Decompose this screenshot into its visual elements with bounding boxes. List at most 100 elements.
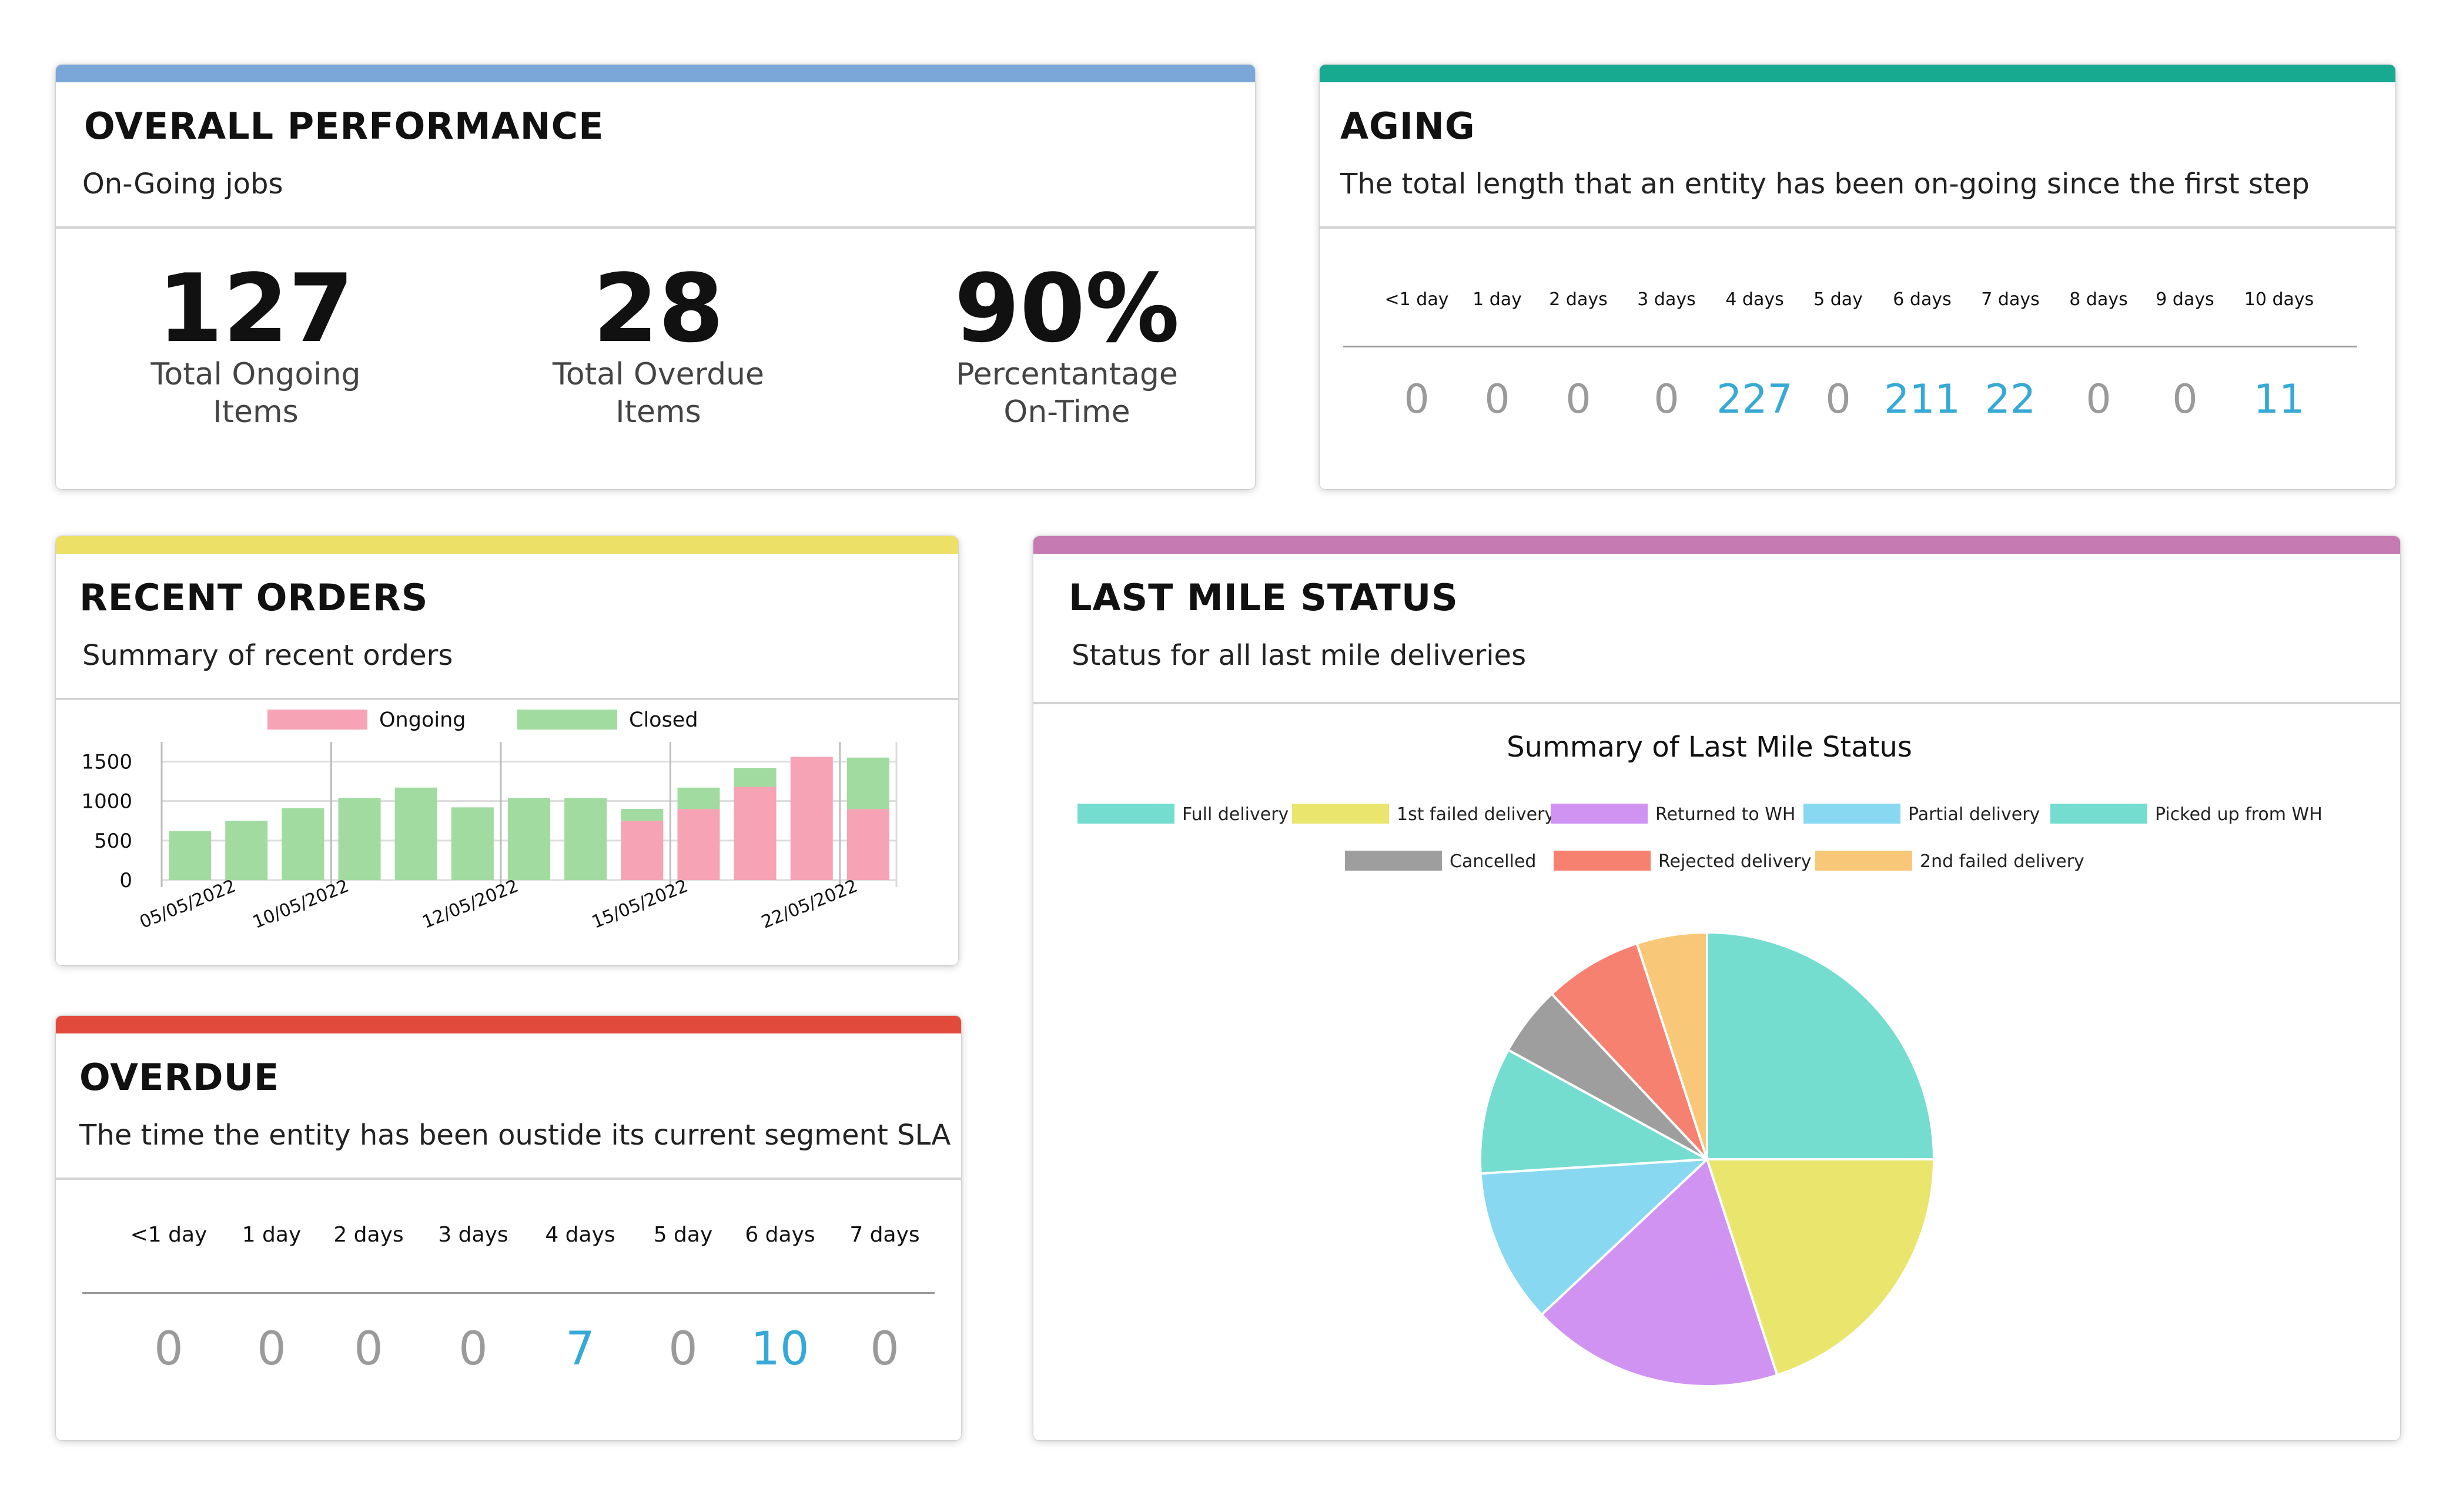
legend-swatch-closed [517,710,617,730]
pie-legend-label: Returned to WH [1655,804,1795,825]
aging-bucket-label: 6 days [1893,289,1952,310]
pie-legend-label: Full delivery [1182,804,1289,825]
lastmile-divider [1033,702,2400,704]
overdue-bucket-label: 2 days [333,1223,404,1247]
aging-bucket-label: 4 days [1725,289,1784,310]
pie-slice [1706,931,1936,1160]
pie-legend-swatch [1345,851,1442,871]
stat-ontime-label-2: On-Time [1003,394,1130,430]
aging-accent-bar [1320,65,2395,82]
overdue-bucket-label: 7 days [849,1223,920,1247]
stat-overdue-label-1: Total Overdue [552,357,765,392]
bar-ongoing [734,787,777,880]
overdue-card: OVERDUE The time the entity has been ous… [56,1016,961,1440]
pie-legend-swatch [2050,804,2147,824]
pie-legend-swatch [1077,804,1174,824]
overdue-subtitle: The time the entity has been oustide its… [79,1119,951,1152]
aging-bucket-value: 22 [1985,376,2036,423]
overdue-accent-bar [56,1016,961,1033]
lastmile-title: LAST MILE STATUS [1069,576,1458,619]
bar-closed [621,809,664,821]
aging-bucket-value: 227 [1716,376,1793,423]
pie-legend-swatch [1551,804,1648,824]
pie-legend-label: 1st failed delivery [1397,804,1555,825]
bar-closed [169,831,212,880]
legend-swatch-ongoing [267,710,367,730]
y-tick-label: 1500 [81,750,132,774]
pie-legend-swatch [1815,851,1912,871]
pie-legend-swatch [1803,804,1900,824]
lastmile-subtitle: Status for all last mile deliveries [1072,639,1527,672]
stat-overdue: 28 Total Overdue Items [508,262,808,431]
recent-divider [56,698,958,700]
bar-closed [677,787,720,809]
recent-orders-card: RECENT ORDERS Summary of recent orders 0… [56,536,958,965]
pie-legend-label: 2nd failed delivery [1920,851,2084,872]
aging-divider [1320,226,2395,229]
aging-bucket-label: 10 days [2244,289,2314,310]
x-tick-label: 22/05/2022 [758,876,860,933]
overdue-bucket-value: 0 [870,1323,899,1376]
bar-closed [394,787,437,880]
aging-subtitle: The total length that an entity has been… [1340,168,2310,200]
aging-bucket-label: 8 days [2069,289,2128,310]
bar-closed [338,798,381,880]
stat-ongoing-value: 127 [158,253,354,363]
aging-bucket-label: 9 days [2156,289,2214,310]
overall-performance-card: OVERALL PERFORMANCE On-Going jobs 127 To… [56,65,1255,489]
pie-slice [1479,1158,1711,1317]
pie-legend-label: Partial delivery [1908,804,2040,825]
aging-bucket-value: 0 [1404,376,1430,423]
lastmile-accent-bar [1033,536,2400,554]
bar-ongoing [790,757,833,880]
overdue-bucket-value: 0 [459,1323,488,1376]
pie-title: Summary of Last Mile Status [1507,731,1912,764]
overdue-inner-rule [82,1292,935,1294]
aging-bucket-value: 211 [1884,376,1960,423]
recent-title: RECENT ORDERS [79,576,429,619]
aging-bucket-value: 11 [2253,376,2305,423]
overdue-bucket-value: 0 [354,1323,383,1376]
x-tick-label: 12/05/2022 [420,876,521,933]
stat-ongoing: 127 Total Ongoing Items [106,262,406,431]
bar-ongoing [621,821,664,880]
last-mile-status-card: LAST MILE STATUS Status for all last mil… [1033,536,2400,1440]
pie-slice [1550,942,1708,1160]
recent-subtitle: Summary of recent orders [82,639,453,672]
overdue-bucket-label: 6 days [745,1223,815,1247]
overdue-title: OVERDUE [79,1056,280,1099]
performance-subtitle: On-Going jobs [82,168,283,200]
overdue-bucket-label: 3 days [438,1223,508,1247]
bar-closed [451,807,494,880]
aging-bucket-value: 0 [1654,376,1679,423]
bar-closed [225,821,268,880]
performance-divider [56,226,1255,229]
overdue-bucket-value: 0 [257,1323,286,1376]
stat-ontime: 90% Percentantage On-Time [908,262,1226,431]
stat-ontime-label-1: Percentantage [956,357,1178,392]
pie-slice [1635,931,1708,1160]
bar-closed [282,808,324,880]
recent-orders-chart: 0 500 1000 1500 05/05/2022 10/05/2022 12/05/20… [81,708,898,933]
bar-ongoing [677,809,720,880]
overdue-bucket-value: 0 [668,1323,698,1376]
bar-closed [734,768,777,787]
last-mile-pie-chart: Summary of Last Mile Status Full delivery… [1077,731,2323,1387]
aging-bucket-label: 2 days [1549,289,1608,310]
aging-bucket-label: <1 day [1384,289,1449,310]
bar-ongoing [846,809,889,880]
overdue-bucket-label: 1 day [242,1223,302,1247]
pie-legend-swatch [1554,851,1651,871]
performance-title: OVERALL PERFORMANCE [84,105,604,148]
stat-ontime-value: 90% [954,253,1180,363]
stat-ongoing-label-2: Items [213,394,299,430]
x-tick-label: 15/05/2022 [589,876,691,933]
bar-closed [846,757,889,809]
aging-bucket-label: 7 days [1981,289,2040,310]
aging-bucket-value: 0 [1484,376,1510,423]
overdue-bucket-value: 0 [154,1323,183,1376]
y-tick-label: 500 [94,829,132,853]
pie-slice [1540,1157,1779,1387]
performance-accent-bar [56,65,1255,82]
stat-overdue-label-2: Items [615,394,701,430]
